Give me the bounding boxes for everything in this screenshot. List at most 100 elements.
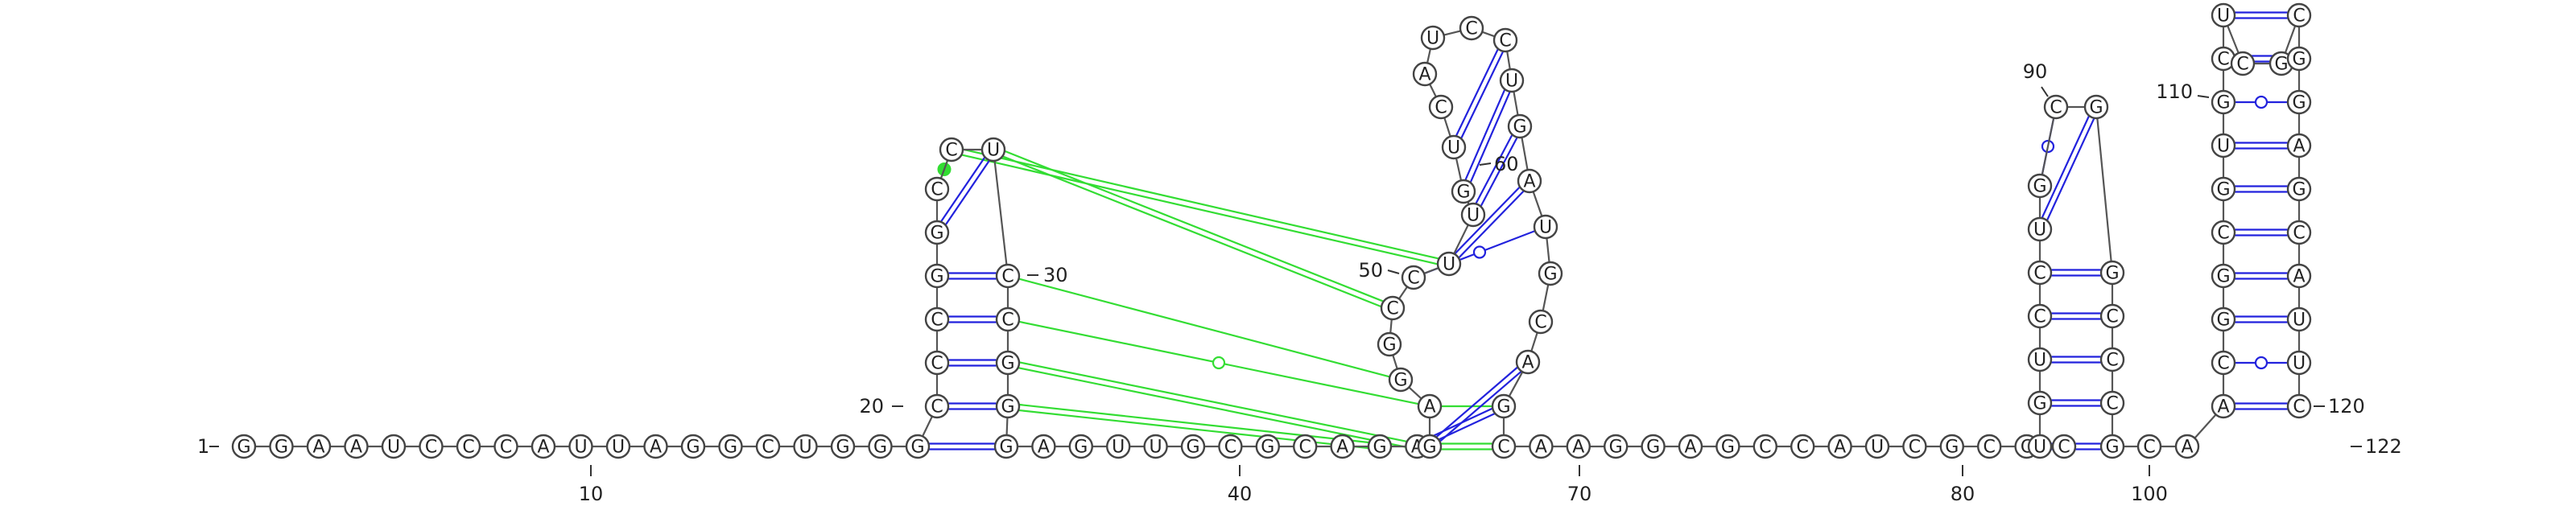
nucleotide-letter: G bbox=[1721, 438, 1735, 458]
nucleotide-circle bbox=[2286, 2, 2312, 28]
nucleotide-111: C bbox=[2286, 2, 2312, 28]
nucleotide-letter: G bbox=[724, 438, 737, 458]
nucleotide-circle bbox=[1292, 434, 1318, 459]
nucleotide-40: C bbox=[1292, 434, 1318, 459]
nucleotide-circle bbox=[2083, 94, 2109, 120]
nucleotide-80: C bbox=[1976, 434, 2002, 459]
base-pair-50-61-line-a bbox=[1458, 190, 1525, 259]
nucleotide-circle bbox=[2211, 306, 2236, 332]
base-pair-51-60-line-b bbox=[1475, 134, 1513, 204]
nucleotide-118: U bbox=[2286, 306, 2312, 332]
base-pair-88-91-line-a bbox=[2046, 117, 2095, 221]
nucleotide-circle bbox=[1441, 134, 1467, 160]
nucleotide-letter: C bbox=[1001, 267, 1013, 287]
nucleotide-circle bbox=[995, 350, 1021, 376]
nucleotide-letter: C bbox=[1534, 313, 1546, 333]
nucleotide-letter: G bbox=[2216, 93, 2230, 113]
nucleotide-69: A bbox=[1566, 434, 1591, 459]
nucleotide-45: A bbox=[1417, 393, 1443, 419]
nucleotide-letter: C bbox=[931, 397, 943, 418]
tick-60 bbox=[1479, 162, 1492, 166]
pseudoknot-pair-30-43-line-b bbox=[1019, 361, 1407, 442]
nucleotide-letter: C bbox=[1435, 98, 1447, 118]
nucleotide-letter: G bbox=[1945, 438, 1959, 458]
nucleotide-circle bbox=[2027, 303, 2053, 329]
nucleotide-76: A bbox=[1827, 434, 1852, 459]
nucleotide-letter: U bbox=[2033, 220, 2046, 241]
nucleotide-letter: A bbox=[650, 438, 662, 458]
nucleotide-115: G bbox=[2286, 176, 2312, 202]
nucleotide-circle bbox=[2211, 350, 2236, 376]
nucleotide-circle bbox=[1566, 434, 1591, 459]
pseudoknot-pair-27-48-line-b bbox=[1004, 150, 1384, 302]
pseudoknot-pair-29-45-wobble-marker bbox=[1212, 356, 1226, 370]
backbone-link-57 bbox=[1481, 31, 1496, 38]
backbone-link-59 bbox=[1513, 91, 1519, 116]
nucleotide-4: A bbox=[344, 434, 369, 459]
nucleotide-circle bbox=[1401, 265, 1426, 290]
nucleotide-letter: A bbox=[1336, 438, 1348, 458]
nucleotide-36: U bbox=[1143, 434, 1168, 459]
backbone-link-49 bbox=[1423, 267, 1439, 274]
nucleotide-49: C bbox=[1401, 265, 1426, 290]
nucleotide-letter: C bbox=[2106, 394, 2118, 414]
position-label-10: 10 bbox=[579, 483, 604, 505]
nucleotide-42: G bbox=[1367, 434, 1393, 459]
nucleotide-circle bbox=[1827, 434, 1852, 459]
nucleotide-letter: G bbox=[1646, 438, 1660, 458]
nucleotide-letter: G bbox=[1422, 438, 1436, 458]
nucleotide-circle bbox=[1180, 434, 1206, 459]
nucleotide-117: A bbox=[2286, 263, 2312, 289]
nucleotide-44: G bbox=[1417, 434, 1443, 459]
nucleotide-53: U bbox=[1441, 134, 1467, 160]
nucleotide-circle bbox=[381, 434, 407, 459]
nucleotide-letter: U bbox=[1426, 29, 1439, 49]
nucleotide-letter: C bbox=[425, 438, 437, 458]
nucleotide-letter: U bbox=[1467, 206, 1480, 226]
backbone-link-52 bbox=[1455, 158, 1463, 181]
nucleotide-26: C bbox=[939, 137, 964, 162]
position-label-30: 30 bbox=[1043, 264, 1068, 286]
nucleotide-113: G bbox=[2286, 89, 2312, 115]
nucleotide-circle bbox=[1460, 202, 1486, 228]
nucleotide-41: A bbox=[1330, 434, 1355, 459]
backbone-link-91 bbox=[2096, 117, 2112, 262]
nucleotide-circle bbox=[1491, 393, 1517, 419]
nucleotide-18: G bbox=[868, 434, 893, 459]
nucleotide-circle bbox=[269, 434, 294, 459]
nucleotide-letter: C bbox=[931, 311, 943, 331]
backbone-link-63 bbox=[1542, 284, 1550, 311]
nucleotide-79: G bbox=[1939, 434, 1965, 459]
nucleotide-letter: A bbox=[1684, 438, 1696, 458]
nucleotide-circle bbox=[924, 393, 950, 419]
nucleotide-circle bbox=[1492, 27, 1518, 53]
backbone-link-98 bbox=[2194, 413, 2217, 439]
nucleotide-64: C bbox=[1528, 309, 1554, 335]
nucleotide-78: C bbox=[1902, 434, 1927, 459]
nucleotide-102: G bbox=[2211, 263, 2236, 289]
nucleotide-letter: C bbox=[2236, 55, 2248, 75]
tick-50 bbox=[1387, 269, 1400, 274]
nucleotide-67: C bbox=[1491, 434, 1517, 459]
nucleotide-circle bbox=[1939, 434, 1965, 459]
nucleotide-circle bbox=[924, 350, 950, 376]
base-pair-44-65-line-a bbox=[1439, 370, 1522, 442]
nucleotide-13: G bbox=[680, 434, 706, 459]
tick-90 bbox=[2041, 86, 2049, 97]
nucleotide-circle bbox=[2211, 89, 2236, 115]
nucleotide-29: C bbox=[995, 306, 1021, 332]
nucleotide-19: G bbox=[905, 434, 931, 459]
nucleotide-letter: U bbox=[987, 141, 1000, 161]
nucleotide-letter: G bbox=[910, 438, 924, 458]
nucleotide-letter: C bbox=[2058, 438, 2070, 458]
nucleotide-letter: C bbox=[2033, 307, 2046, 327]
nucleotide-circle bbox=[993, 434, 1019, 459]
nucleotide-circle bbox=[1105, 434, 1131, 459]
backbone-link-89 bbox=[2041, 117, 2055, 175]
nucleotide-circle bbox=[2211, 176, 2236, 202]
nucleotide-letter: G bbox=[1373, 438, 1386, 458]
nucleotide-letter: U bbox=[2293, 311, 2306, 331]
nucleotide-5: U bbox=[381, 434, 407, 459]
nucleotide-circle bbox=[1068, 434, 1094, 459]
